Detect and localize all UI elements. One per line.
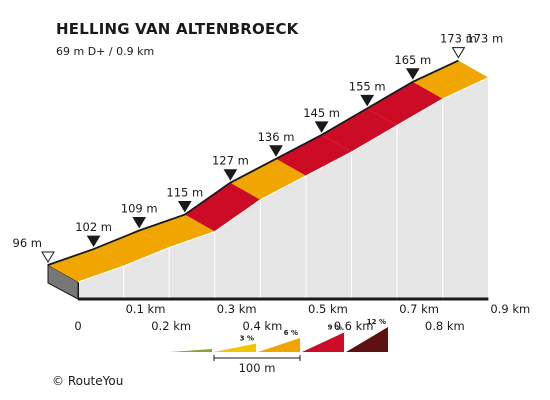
top-gradient-segment — [321, 108, 398, 152]
distance-tick-label: 0 — [74, 319, 81, 333]
distance-tick-label: 0.1 km — [126, 302, 166, 316]
front-face-segment — [396, 97, 444, 300]
elevation-label: 136 m — [258, 130, 295, 144]
top-gradient-segment — [367, 81, 443, 126]
distance-tick-label: 0.5 km — [308, 302, 348, 316]
elevation-label: 165 m — [394, 53, 431, 67]
distance-tick-label: 0.9 km — [490, 302, 530, 316]
elevation-marker — [360, 94, 375, 107]
elevation-label: 155 m — [349, 79, 386, 93]
end-elevation-label: 173 m — [466, 32, 503, 46]
elevation-label: 115 m — [166, 186, 203, 200]
elevation-marker — [269, 145, 283, 157]
legend-wedge — [302, 332, 344, 352]
distance-tick-label: 0.6 km — [334, 319, 374, 333]
legend-label: 6 % — [284, 329, 298, 337]
copyright-footer: © RouteYou — [52, 374, 124, 388]
top-gradient-segment — [48, 249, 124, 282]
distance-tick-label: 0.8 km — [425, 319, 465, 333]
profile-top-surface — [47, 59, 489, 283]
elevation-label: 127 m — [212, 154, 249, 168]
front-face-segment — [351, 124, 398, 300]
elevation-marker — [314, 121, 329, 133]
chart-subtitle: 69 m D+ / 0.9 km — [56, 45, 155, 58]
distance-ticks: 0 0.1 km 0.2 km 0.3 km 0.4 km 0.5 km 0.6 km 0.7… — [74, 302, 530, 333]
elevation-marker — [86, 235, 101, 248]
elevation-markers: 96 m 102 m 109 m 115 m 127 m 136 m 145 m 155 m 1… — [13, 32, 503, 263]
distance-tick-label: 0.2 km — [151, 319, 191, 333]
legend-wedge — [258, 338, 300, 352]
elevation-marker — [132, 216, 147, 229]
distance-tick-label: 0.7 km — [399, 302, 439, 316]
elevation-label: 145 m — [303, 106, 340, 120]
chart-title: HELLING VAN ALTENBROECK — [56, 20, 299, 38]
scale-bar-label: 100 m — [239, 361, 276, 375]
front-crest-line — [77, 77, 489, 283]
legend-wedge — [346, 327, 388, 352]
elevation-marker — [405, 68, 420, 80]
legend-wedge — [170, 349, 212, 352]
elevation-marker — [41, 251, 55, 263]
top-gradient-segment — [93, 230, 170, 267]
elevation-marker — [451, 47, 466, 59]
front-face-segment — [305, 151, 353, 300]
elevation-marker — [177, 201, 192, 213]
top-gradient-segment — [139, 214, 215, 248]
profile-front-faces — [47, 76, 489, 301]
top-gradient-segment — [412, 60, 489, 99]
legend-label: 9 % — [328, 324, 342, 332]
elevation-label: 109 m — [121, 201, 158, 215]
front-face-segment — [442, 76, 489, 300]
distance-tick-label: 0.4 km — [242, 319, 282, 333]
elevation-label: 102 m — [75, 220, 112, 234]
legend-label: 3 % — [240, 335, 254, 343]
elevation-label: 96 m — [13, 236, 43, 250]
elevation-marker — [223, 169, 238, 181]
top-gradient-segment — [184, 182, 261, 232]
elevation-label: 173 m — [440, 32, 477, 46]
top-gradient-segment — [276, 134, 352, 176]
legend-label: 12 % — [367, 318, 386, 326]
distance-tick-label: 0.3 km — [217, 302, 257, 316]
top-gradient-segment — [230, 158, 306, 200]
gradient-legend: 3 % 6 % 9 % 12 % 100 m — [170, 318, 388, 375]
back-ridge-line — [47, 59, 459, 266]
legend-wedge — [214, 343, 256, 352]
